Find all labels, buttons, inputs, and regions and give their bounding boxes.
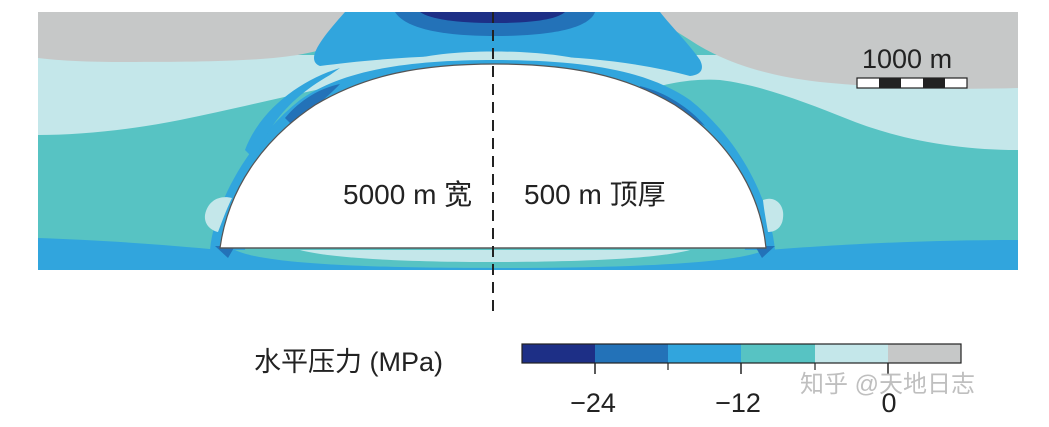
legend-colorbar xyxy=(521,343,962,374)
legend-swatch-6 xyxy=(888,344,961,363)
cavity-width-label: 5000 m 宽 xyxy=(343,179,473,210)
roof-thickness-label: 500 m 顶厚 xyxy=(524,179,666,210)
contour-light-foot-left xyxy=(204,197,232,232)
legend-swatch-5 xyxy=(815,344,888,363)
contour-corner-left xyxy=(215,246,235,258)
legend-swatch-2 xyxy=(595,344,668,363)
contour-light-foot-right xyxy=(763,198,784,232)
legend-tick-label: −12 xyxy=(715,388,761,418)
contour-light-bottom xyxy=(300,250,690,262)
contour-blue-shell-outer xyxy=(245,68,340,160)
legend-swatch-3 xyxy=(668,344,741,363)
scale-bar xyxy=(856,77,968,89)
contour-light-top-center xyxy=(405,51,590,62)
contour-gray-left xyxy=(38,12,351,62)
legend-title: 水平压力 (MPa) xyxy=(254,347,443,377)
scale-bar-label: 1000 m xyxy=(862,44,953,74)
contour-gray-right xyxy=(660,12,1018,89)
legend-swatch-4 xyxy=(741,344,815,363)
legend-swatch-1 xyxy=(522,344,595,363)
legend-tick-label: 0 xyxy=(881,388,897,418)
watermark: 知乎 @天地日志 xyxy=(800,371,976,398)
contour-blue-top xyxy=(314,12,702,76)
legend-tick-label: −24 xyxy=(570,388,616,418)
contour-corner-right xyxy=(755,246,775,258)
